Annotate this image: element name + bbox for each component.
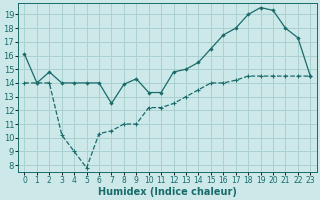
X-axis label: Humidex (Indice chaleur): Humidex (Indice chaleur) (98, 187, 237, 197)
